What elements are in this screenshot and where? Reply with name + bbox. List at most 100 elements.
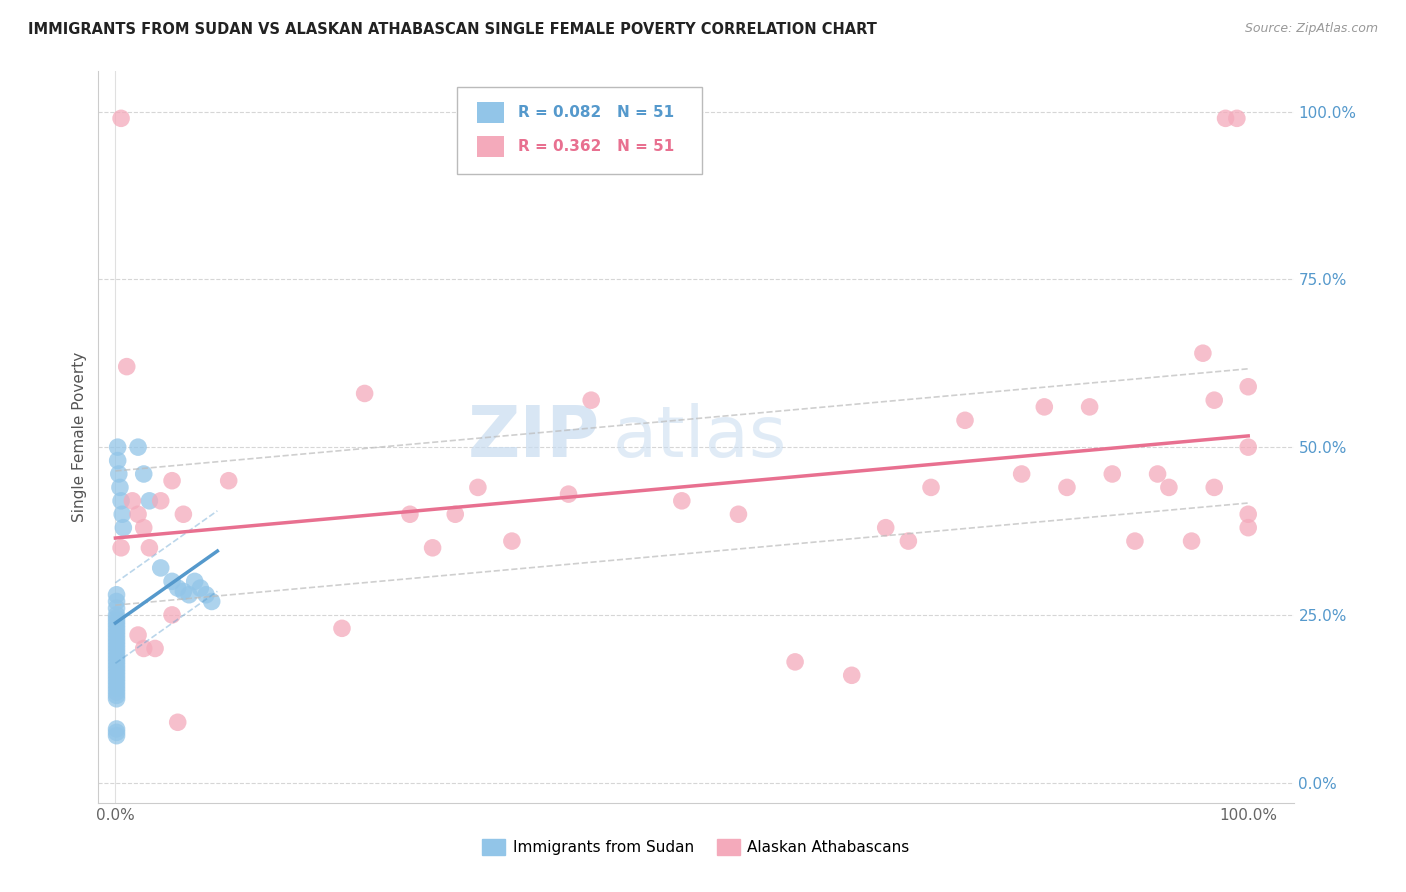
Immigrants from Sudan (105, 675, 128, 690)
Immigrants from Sudan (195, 588, 218, 602)
Alaskan Athabascans (330, 621, 353, 635)
Immigrants from Sudan (105, 681, 128, 696)
Alaskan Athabascans (1226, 112, 1249, 126)
Immigrants from Sudan (105, 658, 128, 673)
Immigrants from Sudan (110, 493, 132, 508)
Immigrants from Sudan (105, 668, 128, 682)
Immigrants from Sudan (127, 440, 149, 454)
Alaskan Athabascans (110, 541, 132, 555)
Alaskan Athabascans (110, 112, 132, 126)
Immigrants from Sudan (105, 632, 128, 646)
Immigrants from Sudan (190, 581, 212, 595)
Alaskan Athabascans (1237, 521, 1260, 535)
Alaskan Athabascans (121, 493, 143, 508)
Immigrants from Sudan (105, 651, 128, 665)
Immigrants from Sudan (105, 621, 128, 635)
Immigrants from Sudan (112, 521, 135, 535)
Alaskan Athabascans (1157, 480, 1180, 494)
Immigrants from Sudan (132, 467, 155, 481)
Immigrants from Sudan (108, 467, 131, 481)
Alaskan Athabascans (132, 641, 155, 656)
Alaskan Athabascans (166, 715, 188, 730)
Immigrants from Sudan (105, 665, 128, 679)
Immigrants from Sudan (107, 440, 129, 454)
Alaskan Athabascans (172, 508, 194, 522)
Immigrants from Sudan (105, 615, 128, 629)
Alaskan Athabascans (1101, 467, 1123, 481)
Alaskan Athabascans (1204, 393, 1226, 408)
Alaskan Athabascans (1146, 467, 1168, 481)
Legend: Immigrants from Sudan, Alaskan Athabascans: Immigrants from Sudan, Alaskan Athabasca… (477, 833, 915, 861)
Alaskan Athabascans (399, 508, 422, 522)
Alaskan Athabascans (1180, 534, 1202, 549)
Text: IMMIGRANTS FROM SUDAN VS ALASKAN ATHABASCAN SINGLE FEMALE POVERTY CORRELATION CH: IMMIGRANTS FROM SUDAN VS ALASKAN ATHABAS… (28, 22, 877, 37)
Immigrants from Sudan (107, 453, 129, 467)
Immigrants from Sudan (160, 574, 183, 589)
Text: ZIP: ZIP (468, 402, 600, 472)
Alaskan Athabascans (115, 359, 138, 374)
Immigrants from Sudan (105, 685, 128, 699)
Alaskan Athabascans (1123, 534, 1146, 549)
Immigrants from Sudan (105, 641, 128, 656)
Immigrants from Sudan (105, 672, 128, 686)
Alaskan Athabascans (1237, 440, 1260, 454)
Immigrants from Sudan (105, 618, 128, 632)
Immigrants from Sudan (105, 611, 128, 625)
Immigrants from Sudan (105, 634, 128, 648)
Immigrants from Sudan (105, 662, 128, 676)
Immigrants from Sudan (105, 691, 128, 706)
Y-axis label: Single Female Poverty: Single Female Poverty (72, 352, 87, 522)
Alaskan Athabascans (160, 474, 183, 488)
Immigrants from Sudan (105, 722, 128, 736)
Alaskan Athabascans (218, 474, 240, 488)
Alaskan Athabascans (353, 386, 375, 401)
Immigrants from Sudan (105, 645, 128, 659)
Alaskan Athabascans (127, 628, 149, 642)
Immigrants from Sudan (105, 655, 128, 669)
Alaskan Athabascans (841, 668, 863, 682)
Immigrants from Sudan (105, 648, 128, 662)
Alaskan Athabascans (920, 480, 942, 494)
Immigrants from Sudan (105, 588, 128, 602)
Alaskan Athabascans (1204, 480, 1226, 494)
Alaskan Athabascans (138, 541, 160, 555)
Immigrants from Sudan (105, 729, 128, 743)
Alaskan Athabascans (1033, 400, 1056, 414)
Alaskan Athabascans (160, 607, 183, 622)
Immigrants from Sudan (105, 594, 128, 608)
Immigrants from Sudan (111, 508, 134, 522)
Alaskan Athabascans (953, 413, 976, 427)
Immigrants from Sudan (105, 601, 128, 615)
Alaskan Athabascans (501, 534, 523, 549)
Text: Source: ZipAtlas.com: Source: ZipAtlas.com (1244, 22, 1378, 36)
Immigrants from Sudan (105, 628, 128, 642)
Immigrants from Sudan (166, 581, 188, 595)
Alaskan Athabascans (444, 508, 467, 522)
Alaskan Athabascans (1192, 346, 1215, 360)
Immigrants from Sudan (138, 493, 160, 508)
Alaskan Athabascans (727, 508, 749, 522)
Alaskan Athabascans (1215, 112, 1237, 126)
Alaskan Athabascans (143, 641, 166, 656)
Alaskan Athabascans (1078, 400, 1101, 414)
Immigrants from Sudan (105, 678, 128, 692)
Immigrants from Sudan (149, 561, 172, 575)
Alaskan Athabascans (897, 534, 920, 549)
Immigrants from Sudan (105, 725, 128, 739)
Alaskan Athabascans (671, 493, 693, 508)
Alaskan Athabascans (467, 480, 489, 494)
Alaskan Athabascans (1011, 467, 1033, 481)
Text: R = 0.082   N = 51: R = 0.082 N = 51 (517, 105, 673, 120)
Alaskan Athabascans (1237, 380, 1260, 394)
Text: R = 0.362   N = 51: R = 0.362 N = 51 (517, 139, 673, 154)
Alaskan Athabascans (875, 521, 897, 535)
Alaskan Athabascans (1056, 480, 1078, 494)
FancyBboxPatch shape (477, 136, 503, 157)
Alaskan Athabascans (132, 521, 155, 535)
Alaskan Athabascans (783, 655, 806, 669)
Alaskan Athabascans (127, 508, 149, 522)
Immigrants from Sudan (172, 584, 194, 599)
Immigrants from Sudan (201, 594, 224, 608)
FancyBboxPatch shape (457, 87, 702, 174)
Text: atlas: atlas (613, 402, 787, 472)
